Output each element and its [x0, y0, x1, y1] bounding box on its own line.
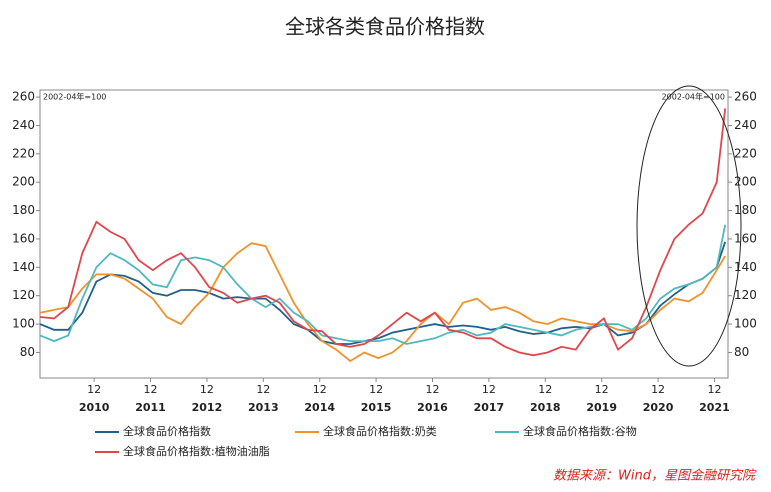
legend-label: 全球食品价格指数 [123, 424, 211, 438]
series-line [39, 224, 727, 345]
y2-tick-label: 200 [734, 175, 757, 189]
chart-title: 全球各类食品价格指数 [285, 15, 485, 39]
x-year-label: 2012 [192, 401, 223, 414]
x-tick-label: 12 [144, 383, 158, 396]
x-tick-label: 12 [595, 383, 609, 396]
plot-frame [39, 89, 729, 379]
x-tick-label: 12 [200, 383, 214, 396]
series-line [39, 242, 726, 363]
x-year-label: 2017 [474, 401, 505, 414]
x-tick-label: 12 [482, 383, 496, 396]
x-year-label: 2018 [530, 401, 561, 414]
x-year-label: 2021 [699, 401, 730, 414]
x-tick-label: 12 [87, 383, 101, 396]
x-tick-label: 12 [707, 383, 721, 396]
y-tick-label: 160 [12, 231, 35, 245]
y-tick-label: 100 [12, 317, 35, 331]
x-year-label: 2013 [248, 401, 279, 414]
y-tick-label: 80 [20, 345, 35, 359]
y-tick-label: 200 [12, 175, 35, 189]
legend-label: 全球食品价格指数:植物油油脂 [123, 444, 270, 458]
x-tick-label: 12 [538, 383, 552, 396]
y2-tick-label: 80 [734, 345, 749, 359]
x-year-label: 2019 [586, 401, 617, 414]
y2-tick-label: 100 [734, 317, 757, 331]
y2-tick-label: 260 [734, 90, 757, 104]
x-year-label: 2014 [304, 401, 335, 414]
y2-tick-label: 220 [734, 146, 757, 160]
y-tick-label: 220 [12, 146, 35, 160]
x-tick-label: 12 [256, 383, 270, 396]
legend-label: 全球食品价格指数:谷物 [523, 424, 637, 438]
annotation: 2002-04年=100 [662, 92, 725, 102]
x-year-label: 2015 [361, 401, 392, 414]
annotation: 2002-04年=100 [43, 92, 106, 102]
x-year-label: 2016 [417, 401, 448, 414]
series-line [39, 108, 727, 357]
y-tick-label: 240 [12, 118, 35, 132]
x-tick-label: 12 [425, 383, 439, 396]
y2-tick-label: 120 [734, 288, 757, 302]
y2-tick-label: 140 [734, 260, 757, 274]
source: 数据来源：Wind，星图金融研究院 [553, 468, 757, 484]
legend-label: 全球食品价格指数:奶类 [323, 424, 437, 438]
y-tick-label: 180 [12, 203, 35, 217]
y2-tick-label: 240 [734, 118, 757, 132]
x-tick-label: 12 [651, 383, 665, 396]
highlight-ellipse [636, 85, 742, 367]
y-tick-label: 140 [12, 260, 35, 274]
x-year-label: 2011 [135, 401, 166, 414]
x-year-label: 2020 [643, 401, 674, 414]
y2-tick-label: 180 [734, 203, 757, 217]
x-year-label: 2010 [79, 401, 110, 414]
x-tick-label: 12 [313, 383, 327, 396]
y2-tick-label: 160 [734, 231, 757, 245]
series-line [39, 241, 727, 345]
y-tick-label: 260 [12, 90, 35, 104]
x-tick-label: 12 [369, 383, 383, 396]
y-tick-label: 120 [12, 288, 35, 302]
